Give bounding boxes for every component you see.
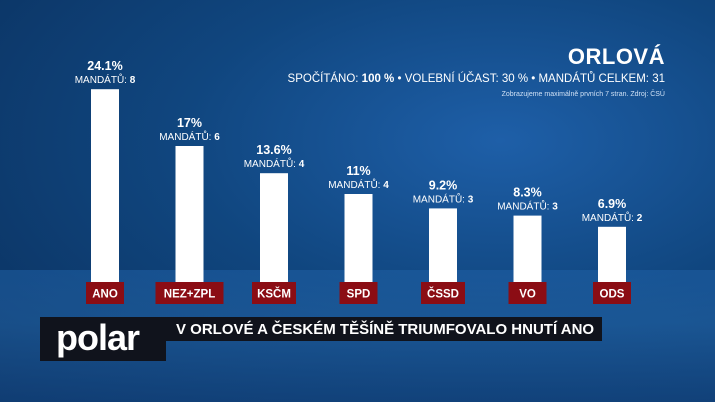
headline-background [166, 317, 602, 341]
category-label-bg [86, 282, 124, 304]
value-label: 17% [177, 116, 202, 130]
headline: V ORLOVÉ A ČESKÉM TĚŠÍNĚ TRIUMFOVALO HNU… [176, 321, 595, 338]
polar-logo: polar [56, 317, 140, 358]
seats-value: 8 [130, 75, 136, 86]
category-label: VO [519, 289, 536, 301]
stats-prefix: SPOČÍTÁNO: [287, 73, 362, 85]
category-label: ČSSD [427, 288, 459, 301]
category-label: KSČM [257, 288, 291, 301]
category-label-bg [421, 282, 465, 304]
bar [175, 146, 204, 282]
results-summary: SPOČÍTÁNO: 100 % • VOLEBNÍ ÚČAST: 30 % •… [288, 73, 665, 85]
category-label: ANO [92, 289, 118, 301]
seats-value: 3 [468, 194, 474, 205]
city-title: ORLOVÁ [567, 44, 665, 69]
value-label: 11% [346, 164, 370, 178]
value-label: 6.9% [598, 197, 627, 211]
stats-suffix: • VOLEBNÍ ÚČAST: 30 % • MANDÁTŮ CELKEM: … [394, 73, 665, 85]
category-label-bg [593, 282, 631, 304]
seats-value: 3 [552, 202, 558, 213]
seats-value: 6 [214, 132, 220, 143]
bar [513, 215, 542, 282]
bar [598, 226, 626, 282]
logo-background [40, 317, 166, 361]
seats-label: MANDÁTŮ: 8 [75, 73, 136, 86]
category-label-bg [252, 282, 296, 304]
category-label-bg [339, 282, 378, 304]
category-label: NEZ+ZPL [164, 289, 215, 301]
bar [344, 194, 373, 282]
bar [260, 173, 288, 282]
source-note: Zobrazujeme maximálně prvních 7 stran. Z… [501, 91, 665, 98]
category-label-bg [508, 282, 547, 304]
bar [91, 89, 119, 282]
bar [429, 208, 457, 282]
seats-label: MANDÁTŮ: 4 [244, 157, 305, 170]
seats-label: MANDÁTŮ: 4 [328, 178, 389, 191]
category-label-bg [155, 282, 224, 304]
seats-value: 2 [637, 213, 643, 224]
value-label: 13.6% [256, 143, 291, 157]
category-label: SPD [347, 289, 371, 301]
seats-label: MANDÁTŮ: 6 [159, 130, 220, 143]
category-label: ODS [600, 289, 625, 301]
seats-value: 4 [383, 180, 389, 191]
seats-label: MANDÁTŮ: 3 [497, 200, 558, 213]
seats-label: MANDÁTŮ: 3 [413, 192, 474, 205]
value-label: 24.1% [87, 59, 122, 73]
value-label: 8.3% [513, 186, 542, 200]
seats-label: MANDÁTŮ: 2 [582, 211, 643, 224]
value-label: 9.2% [429, 178, 458, 192]
seats-value: 4 [299, 159, 305, 170]
stats-counted: 100 % [361, 73, 395, 85]
